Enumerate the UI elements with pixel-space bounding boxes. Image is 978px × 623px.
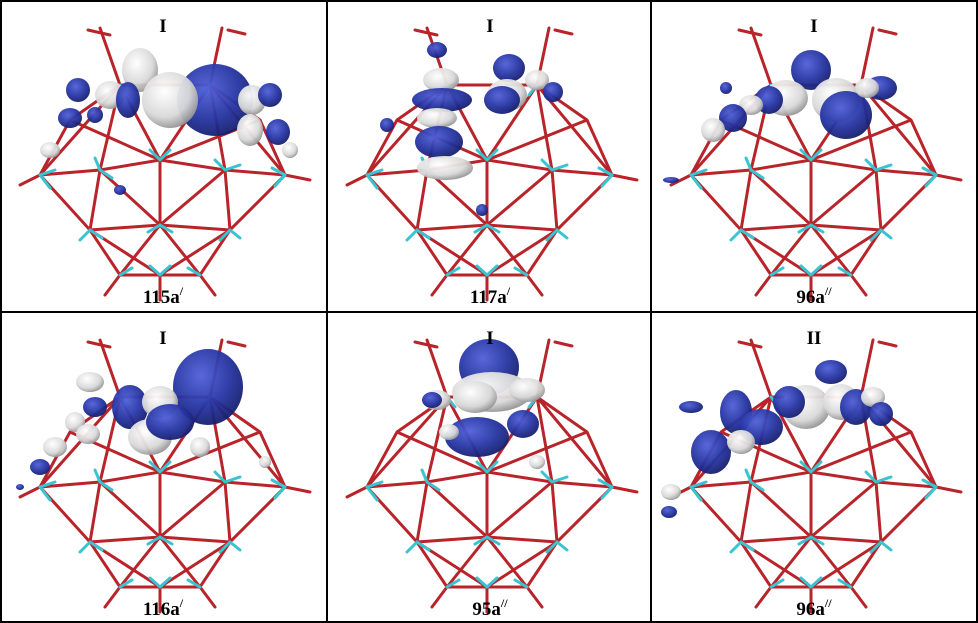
- positive-lobe: [701, 118, 725, 142]
- negative-lobe: [773, 386, 805, 418]
- orbital-name: 117a: [470, 287, 507, 308]
- positive-lobe: [453, 381, 497, 413]
- orbital-symmetry: //: [500, 596, 508, 610]
- panel-top-label: I: [810, 16, 817, 37]
- positive-lobe: [259, 456, 271, 468]
- negative-lobe: [114, 185, 126, 195]
- orbital-name: 95a: [472, 599, 501, 620]
- negative-lobe: [663, 177, 679, 183]
- negative-lobe: [691, 430, 731, 474]
- positive-lobe: [40, 142, 60, 158]
- negative-lobe: [116, 82, 140, 118]
- negative-lobe: [266, 119, 290, 145]
- negative-lobe: [415, 126, 463, 158]
- panel-top-label: I: [486, 328, 493, 349]
- negative-lobe: [493, 54, 525, 82]
- orbital-symmetry: /: [179, 284, 184, 298]
- orbital-figure: I115a/I117a/I96a//I116a/I95a//II96a//: [0, 0, 978, 623]
- orbital-symmetry: /: [506, 284, 511, 298]
- negative-lobe: [507, 410, 539, 438]
- positive-lobe: [282, 142, 298, 158]
- positive-lobe: [509, 378, 545, 402]
- negative-lobe: [820, 91, 872, 139]
- negative-lobe: [543, 82, 563, 102]
- positive-lobe: [190, 437, 210, 457]
- positive-lobe: [727, 430, 755, 454]
- orbital-symmetry: //: [824, 596, 832, 610]
- negative-lobe: [87, 107, 103, 123]
- negative-lobe: [422, 392, 442, 408]
- negative-lobe: [380, 118, 394, 132]
- orbital-symmetry: //: [824, 284, 832, 298]
- positive-lobe: [529, 455, 545, 469]
- orbital-name: 116a: [143, 599, 180, 620]
- negative-lobe: [58, 108, 82, 128]
- negative-lobe: [427, 42, 447, 58]
- orbital-name: 96a: [796, 599, 825, 620]
- panel-label: 117a/: [470, 284, 511, 308]
- orbital-symmetry: /: [179, 596, 184, 610]
- positive-lobe: [142, 72, 198, 128]
- negative-lobe: [720, 82, 732, 94]
- positive-lobe: [661, 484, 681, 500]
- positive-lobe: [76, 424, 100, 444]
- positive-lobe: [417, 108, 457, 128]
- negative-lobe: [30, 459, 50, 475]
- panel-label: 115a/: [143, 284, 184, 308]
- positive-lobe: [43, 437, 67, 457]
- panel-top-label: II: [807, 328, 822, 349]
- panel-label: 116a/: [143, 596, 184, 620]
- orbital-name: 115a: [143, 287, 180, 308]
- positive-lobe: [439, 424, 459, 440]
- panel-top-label: I: [159, 328, 166, 349]
- negative-lobe: [484, 86, 520, 114]
- panel-top-label: I: [486, 16, 493, 37]
- panel-top-label: I: [159, 16, 166, 37]
- negative-lobe: [146, 404, 194, 440]
- negative-lobe: [66, 78, 90, 102]
- negative-lobe: [869, 402, 893, 426]
- negative-lobe: [476, 204, 488, 216]
- negative-lobe: [815, 360, 847, 384]
- negative-lobe: [83, 397, 107, 417]
- page: {"panels": [ {"top": "I", "label": "115a…: [0, 0, 978, 623]
- negative-lobe: [661, 506, 677, 518]
- orbital-name: 96a: [796, 287, 825, 308]
- positive-lobe: [417, 156, 473, 180]
- negative-lobe: [16, 484, 24, 490]
- positive-lobe: [855, 78, 879, 98]
- positive-lobe: [76, 372, 104, 392]
- negative-lobe: [679, 401, 703, 413]
- negative-lobe: [258, 83, 282, 107]
- positive-lobe: [237, 114, 263, 146]
